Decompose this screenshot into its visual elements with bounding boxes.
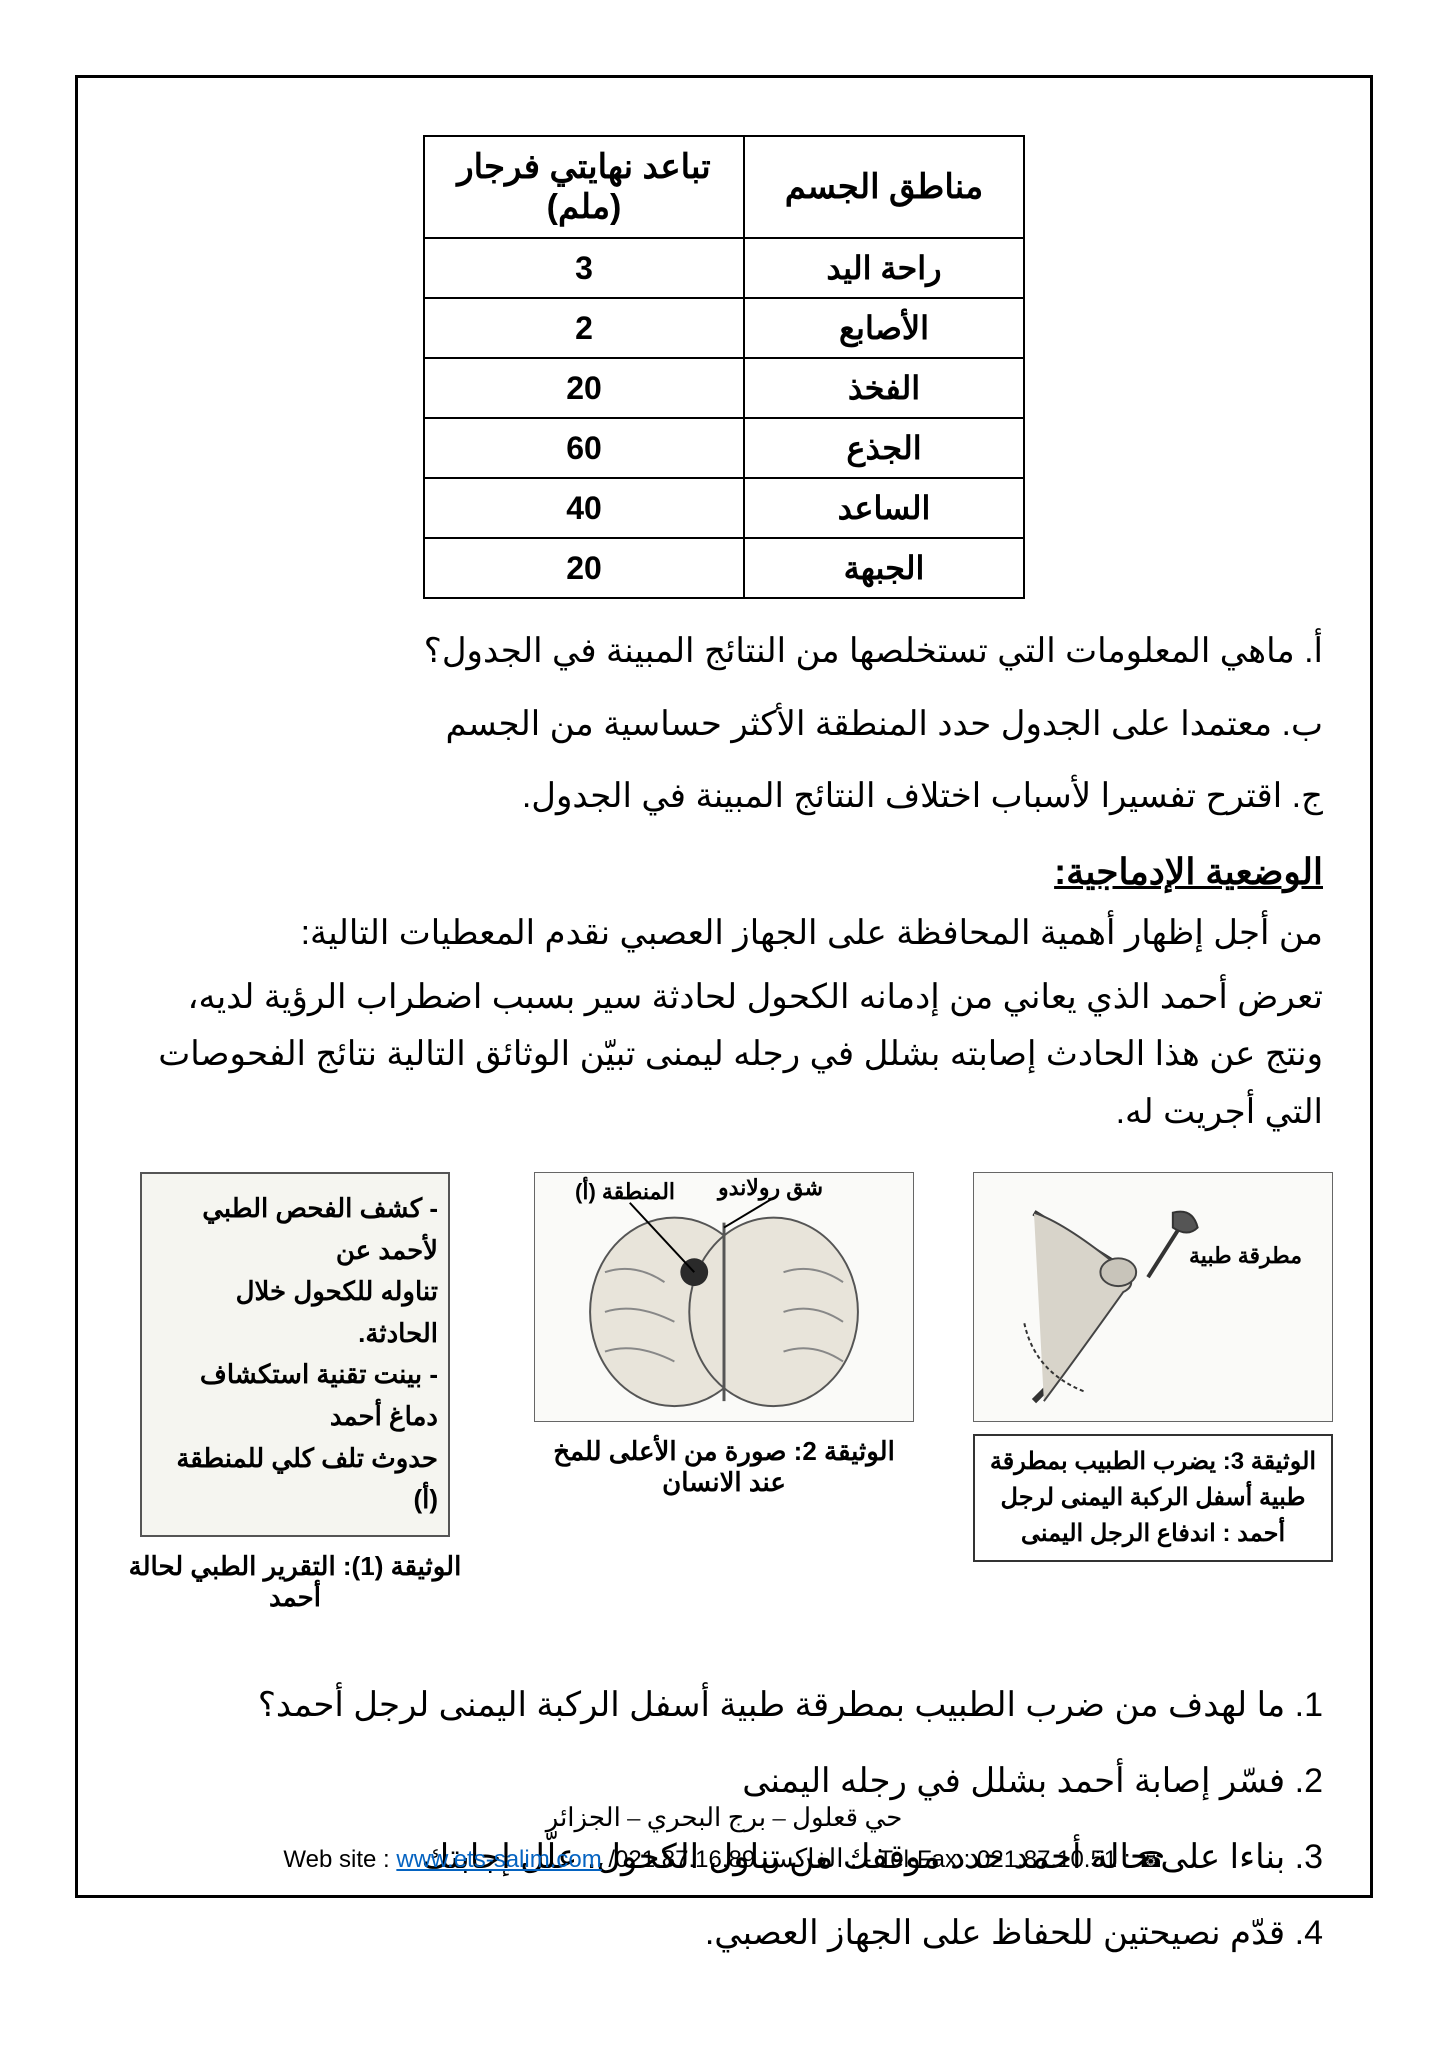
table-row: الساعد 40 — [424, 478, 1024, 538]
table-header-region: مناطق الجسم — [744, 136, 1024, 238]
doc3-caption: الوثيقة 3: يضرب الطبيب بمطرقة طبية أسفل … — [973, 1434, 1333, 1562]
footer-fax-label: الفاكس : — [755, 1844, 863, 1873]
doc1-line: حدوث تلف كلي للمنطقة (أ) — [152, 1438, 438, 1521]
doc1-box: - كشف الفحص الطبي لأحمد عن تناوله للكحول… — [140, 1172, 450, 1537]
doc2-caption: الوثيقة 2: صورة من الأعلى للمخ عند الانس… — [544, 1436, 904, 1498]
table-row: راحة اليد 3 — [424, 238, 1024, 298]
cell-value: 20 — [424, 538, 744, 598]
scenario-paragraph: تعرض أحمد الذي يعاني من إدمانه الكحول لح… — [105, 969, 1343, 1142]
doc3-column: مطرقة طبية الوثيقة 3: يضرب الطبيب بمطرقة… — [973, 1172, 1333, 1562]
doc1-line: - كشف الفحص الطبي لأحمد عن — [152, 1188, 438, 1271]
phone-icon: ☎ — [1137, 1847, 1164, 1872]
sensitivity-table: مناطق الجسم تباعد نهايتي فرجار (ملم) راح… — [423, 135, 1025, 599]
table-row: الفخذ 20 — [424, 358, 1024, 418]
table-row: الجذع 60 — [424, 418, 1024, 478]
footer-contact-line: Web site : www.ets-salim.com /021.87.16.… — [75, 1838, 1373, 1880]
doc1-caption: الوثيقة (1): التقرير الطبي لحالة أحمد — [115, 1551, 475, 1613]
table-row: الجبهة 20 — [424, 538, 1024, 598]
brain-rolando-label: شق رولاندو — [718, 1175, 823, 1201]
cell-region: الجبهة — [744, 538, 1024, 598]
footer-web-link[interactable]: www.ets-salim.com — [396, 1846, 601, 1873]
table-header-value: تباعد نهايتي فرجار (ملم) — [424, 136, 744, 238]
cell-value: 40 — [424, 478, 744, 538]
table-row: الأصابع 2 — [424, 298, 1024, 358]
cell-value: 60 — [424, 418, 744, 478]
intro-paragraph: من أجل إظهار أهمية المحافظة على الجهاز ا… — [105, 905, 1343, 963]
brain-region-label: المنطقة (أ) — [575, 1179, 675, 1205]
hammer-label: مطرقة طبية — [1189, 1243, 1302, 1269]
footer-fax-num: /021.87.16.89 — [602, 1846, 755, 1873]
question-4: 4. قدّم نصيحتين للحفاظ على الجهاز العصبي… — [105, 1899, 1343, 1967]
integration-section-title: الوضعية الإدماجية: — [105, 851, 1343, 893]
doc3-knee-figure: مطرقة طبية — [973, 1172, 1333, 1422]
doc2-column: المنطقة (أ) شق رولاندو الوثيقة 2: صورة م… — [534, 1172, 914, 1498]
cell-value: 2 — [424, 298, 744, 358]
cell-region: الجذع — [744, 418, 1024, 478]
doc1-column: - كشف الفحص الطبي لأحمد عن تناوله للكحول… — [115, 1172, 475, 1613]
question-1: 1. ما لهدف من ضرب الطبيب بمطرقة طبية أسف… — [105, 1671, 1343, 1739]
footer-telfax: - Tel-Fax : 021.87.10.51 : — [864, 1846, 1131, 1873]
page-content: مناطق الجسم تباعد نهايتي فرجار (ملم) راح… — [75, 75, 1373, 1898]
footer-address: حي قعلول – برج البحري – الجزائر — [75, 1797, 1373, 1839]
cell-region: راحة اليد — [744, 238, 1024, 298]
footer-web-label: Web site : — [283, 1846, 396, 1873]
question-c: ج. اقترح تفسيرا لأسباب اختلاف النتائج ال… — [105, 764, 1343, 829]
question-b: ب. معتمدا على الجدول حدد المنطقة الأكثر … — [105, 692, 1343, 757]
knee-reflex-icon — [974, 1173, 1332, 1421]
doc1-line: - بينت تقنية استكشاف دماغ أحمد — [152, 1354, 438, 1437]
doc1-line: تناوله للكحول خلال الحادثة. — [152, 1271, 438, 1354]
cell-region: الساعد — [744, 478, 1024, 538]
cell-value: 3 — [424, 238, 744, 298]
page-footer: حي قعلول – برج البحري – الجزائر Web site… — [75, 1797, 1373, 1880]
cell-region: الأصابع — [744, 298, 1024, 358]
documents-row: - كشف الفحص الطبي لأحمد عن تناوله للكحول… — [115, 1172, 1333, 1613]
brain-icon — [535, 1173, 913, 1421]
cell-region: الفخذ — [744, 358, 1024, 418]
doc2-brain-figure: المنطقة (أ) شق رولاندو — [534, 1172, 914, 1422]
question-a: أ. ماهي المعلومات التي تستخلصها من النتا… — [105, 619, 1343, 684]
cell-value: 20 — [424, 358, 744, 418]
